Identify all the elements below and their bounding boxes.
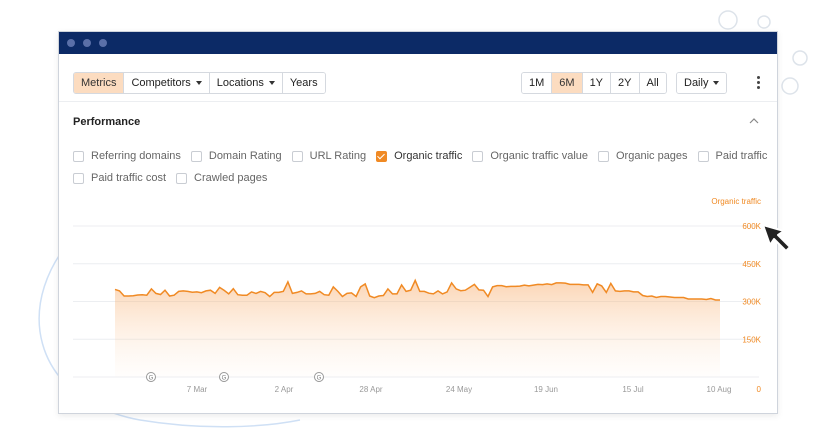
section-title: Performance	[73, 116, 141, 128]
checkbox-label: Paid traffic	[715, 150, 768, 162]
caret-down-icon	[713, 81, 720, 86]
series-area	[115, 280, 720, 377]
checkbox-label: Domain Rating	[208, 150, 282, 162]
checkbox-box-checked[interactable]	[376, 150, 388, 162]
y-axis-ticks: 600K 450K 300K 150K 0	[742, 222, 761, 394]
x-axis-ticks: 7 Mar 2 Apr 28 Apr 24 May 19 Jun 15 Jul 10 Aug	[187, 385, 732, 394]
decorative-circle	[718, 10, 738, 30]
tab-metrics[interactable]: Metrics	[74, 73, 125, 93]
window-dot-icon[interactable]	[67, 39, 75, 47]
range-1m-button[interactable]: 1M	[522, 73, 553, 93]
checkbox-label: Organic pages	[616, 150, 688, 162]
metric-checkboxes: Referring domains Domain Rating URL Rati…	[73, 145, 773, 189]
caret-down-icon	[268, 81, 275, 86]
x-tick-label: 15 Jul	[622, 385, 644, 394]
decorative-circle	[781, 77, 799, 95]
checkbox-box[interactable]	[73, 172, 84, 184]
kebab-menu-icon[interactable]	[753, 75, 763, 89]
organic-traffic-chart: Organic traffic 600K 450K 300K 150K 0 7 Mar 2…	[73, 197, 762, 394]
interval-label: Daily	[684, 77, 709, 89]
range-label: 6M	[559, 77, 575, 89]
y-tick-label: 450K	[742, 260, 761, 269]
series-line-organic-traffic	[114, 278, 720, 301]
checkbox-paid-traffic-cost[interactable]: Paid traffic cost	[73, 172, 166, 184]
checkbox-box[interactable]	[697, 150, 709, 162]
decorative-circle	[792, 50, 808, 66]
checkbox-referring-domains[interactable]: Referring domains	[73, 150, 181, 162]
checkbox-organic-pages[interactable]: Organic pages	[598, 150, 688, 162]
checkbox-box[interactable]	[73, 150, 84, 162]
checkbox-row: Paid traffic cost Crawled pages	[73, 167, 773, 189]
x-tick-label: 10 Aug	[707, 385, 732, 394]
tab-label: Years	[289, 77, 318, 89]
checkbox-box[interactable]	[176, 172, 187, 184]
range-label: 1M	[529, 77, 545, 89]
range-1y-button[interactable]: 1Y	[582, 73, 612, 93]
x-tick-label: 7 Mar	[187, 385, 208, 394]
view-tabs: Metrics Competitors Locations Years	[73, 72, 326, 94]
checkbox-box[interactable]	[291, 150, 303, 162]
checkbox-organic-traffic-value[interactable]: Organic traffic value	[472, 150, 588, 162]
checkbox-label: Crawled pages	[194, 172, 268, 184]
chart-toolbar: Metrics Competitors Locations Years 1M 6…	[73, 72, 763, 94]
svg-text:G: G	[317, 376, 322, 382]
y-tick-label: 600K	[742, 222, 761, 231]
decorative-circle	[757, 15, 771, 29]
window-dot-icon[interactable]	[99, 39, 107, 47]
checkbox-row: Referring domains Domain Rating URL Rati…	[73, 145, 773, 167]
svg-text:G: G	[149, 376, 154, 382]
interval-button[interactable]: Daily	[677, 73, 727, 93]
app-window: Metrics Competitors Locations Years 1M 6…	[58, 31, 778, 414]
tab-competitors[interactable]: Competitors	[124, 73, 210, 93]
google-update-marker-icon[interactable]: G	[146, 372, 156, 382]
checkbox-label: URL Rating	[309, 150, 367, 162]
tab-label: Metrics	[81, 77, 117, 89]
svg-text:G: G	[222, 376, 227, 382]
range-label: 1Y	[589, 77, 604, 89]
checkbox-box[interactable]	[472, 150, 484, 162]
range-6m-button[interactable]: 6M	[552, 73, 583, 93]
checkbox-box[interactable]	[598, 150, 609, 162]
checkbox-label: Organic traffic	[394, 150, 463, 162]
range-buttons: 1M 6M 1Y 2Y All	[521, 72, 667, 94]
window-dot-icon[interactable]	[83, 39, 91, 47]
chevron-up-icon[interactable]	[749, 116, 759, 126]
y-tick-label: 0	[757, 385, 762, 394]
checkbox-box[interactable]	[190, 150, 202, 162]
tab-label: Competitors	[131, 77, 191, 89]
x-tick-label: 2 Apr	[275, 385, 294, 394]
range-2y-button[interactable]: 2Y	[611, 73, 640, 93]
x-tick-label: 24 May	[446, 385, 472, 394]
mouse-pointer-icon	[762, 224, 791, 252]
checkbox-paid-traffic[interactable]: Paid traffic	[697, 150, 768, 162]
x-tick-label: 19 Jun	[534, 385, 558, 394]
google-update-marker-icon[interactable]: G	[219, 372, 229, 382]
interval-select[interactable]: Daily	[676, 72, 728, 94]
tab-locations[interactable]: Locations	[209, 73, 283, 93]
checkbox-crawled-pages[interactable]: Crawled pages	[176, 172, 267, 184]
checkbox-url-rating[interactable]: URL Rating	[291, 150, 367, 162]
y-tick-label: 300K	[742, 298, 761, 307]
tab-label: Locations	[216, 77, 264, 89]
checkbox-label: Organic traffic value	[490, 150, 588, 162]
y-tick-label: 150K	[742, 335, 761, 344]
tab-years[interactable]: Years	[282, 73, 325, 93]
checkbox-label: Referring domains	[91, 150, 181, 162]
google-update-marker-icon[interactable]: G	[314, 372, 324, 382]
window-titlebar	[59, 32, 777, 54]
checkbox-label: Paid traffic cost	[91, 172, 166, 184]
range-all-button[interactable]: All	[639, 73, 666, 93]
toolbar-divider	[59, 101, 777, 102]
checkbox-domain-rating[interactable]: Domain Rating	[190, 150, 282, 162]
range-label: All	[646, 77, 659, 89]
range-label: 2Y	[618, 77, 632, 89]
checkbox-organic-traffic[interactable]: Organic traffic	[376, 150, 462, 162]
x-tick-label: 28 Apr	[359, 385, 382, 394]
y-axis-title: Organic traffic	[711, 197, 761, 206]
caret-down-icon	[195, 81, 202, 86]
